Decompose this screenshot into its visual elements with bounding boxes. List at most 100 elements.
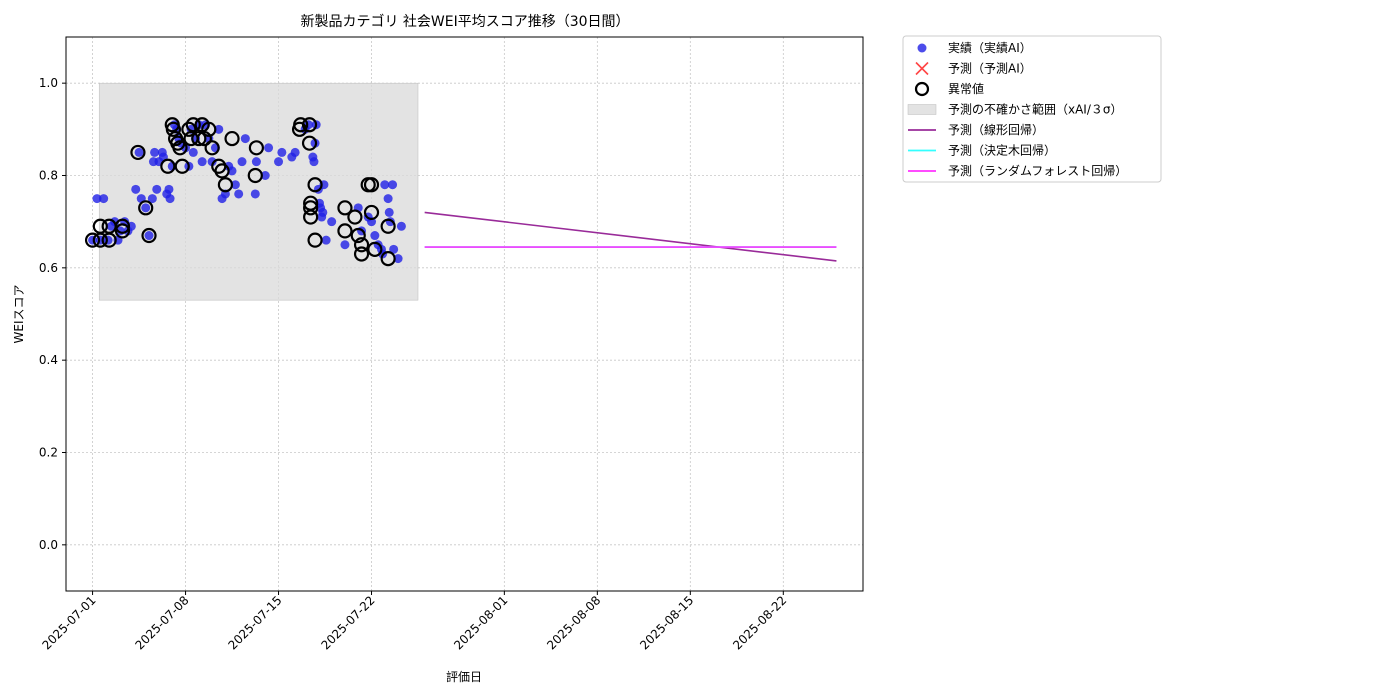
chart-title: 新製品カテゴリ 社会WEI平均スコア推移（30日間） <box>300 13 629 30</box>
anomaly-point <box>248 140 264 156</box>
anomaly-point <box>303 200 319 216</box>
anomaly-point <box>367 241 383 257</box>
anomaly-point <box>214 163 230 179</box>
anomaly-point <box>204 140 220 156</box>
anomaly-point <box>217 177 233 193</box>
actual-point <box>131 184 141 194</box>
actual-point <box>318 207 328 217</box>
legend-label-anomaly: 異常値 <box>948 81 984 96</box>
actual-point <box>388 180 398 190</box>
x-tick-label: 2025-07-15 <box>225 593 284 652</box>
legend-box <box>902 35 1162 183</box>
actual-point <box>370 231 380 241</box>
actual-point <box>165 194 175 204</box>
actual-point <box>251 157 261 167</box>
actual-point <box>309 157 319 167</box>
anomaly-point <box>92 218 108 234</box>
anomaly-point <box>307 177 323 193</box>
actual-point <box>264 143 274 153</box>
actual-point <box>134 147 144 157</box>
anomaly-point <box>380 251 396 267</box>
actual-point <box>92 194 102 204</box>
actual-point <box>384 207 394 217</box>
y-tick-label: 0.0 <box>39 538 58 552</box>
anomaly-point <box>196 130 212 147</box>
actual-point <box>240 134 250 144</box>
anomaly-point <box>363 177 380 193</box>
actual-point <box>250 189 260 199</box>
anomaly-point <box>347 209 363 225</box>
actual-point <box>214 124 224 134</box>
y-tick-label: 0.6 <box>39 261 58 275</box>
anomaly-point <box>185 117 201 133</box>
anomaly-point <box>174 158 190 174</box>
anomaly-point <box>191 130 207 147</box>
legend-label-actual: 実績（実績AI） <box>948 40 1032 55</box>
anomaly-point <box>303 209 319 225</box>
actual-point <box>150 147 160 157</box>
anomaly-point <box>247 167 263 184</box>
legend-label-tree: 予測（決定木回帰） <box>948 143 1056 158</box>
anomaly-point <box>363 204 380 221</box>
plot-area <box>84 82 837 301</box>
legend-marker-actual <box>917 43 927 53</box>
legend-marker-anomaly <box>914 81 930 97</box>
anomaly-point <box>301 117 318 133</box>
actual-point <box>290 147 300 157</box>
actual-point <box>207 157 217 167</box>
x-tick-label: 2025-08-01 <box>451 593 510 652</box>
actual-point <box>277 147 287 157</box>
anomaly-point <box>307 232 323 248</box>
anomaly-point <box>301 135 318 151</box>
anomaly-point <box>84 232 101 248</box>
anomaly-point <box>380 218 396 234</box>
actual-point <box>260 171 270 180</box>
y-tick-label: 0.4 <box>39 353 58 367</box>
plot-frame <box>65 36 864 592</box>
actual-point <box>141 203 151 213</box>
actual-point <box>389 244 399 254</box>
legend-cross-stroke <box>915 61 929 76</box>
anomaly-point <box>172 140 188 156</box>
actual-point <box>340 240 350 250</box>
x-axis-title: 評価日 <box>446 669 482 684</box>
x-tick-label: 2025-08-22 <box>730 593 789 652</box>
anomaly-point <box>141 227 157 244</box>
actual-point <box>321 235 331 245</box>
x-tick-label: 2025-08-08 <box>544 593 603 652</box>
legend-marker-band <box>907 104 937 115</box>
actual-point <box>327 217 337 227</box>
x-tick-label: 2025-07-01 <box>39 593 98 652</box>
actual-point <box>380 180 390 190</box>
actual-point <box>393 254 403 264</box>
actual-point <box>227 166 237 176</box>
anomaly-point <box>138 200 154 216</box>
actual-point <box>274 157 284 167</box>
legend-label-band: 予測の不確かさ範囲（xAI/３σ） <box>948 102 1123 117</box>
anomaly-point <box>165 121 181 137</box>
actual-point <box>147 194 157 204</box>
anomaly-point <box>114 223 131 239</box>
actual-point <box>383 194 393 204</box>
y-tick-label: 0.8 <box>39 169 58 183</box>
actual-point <box>237 157 247 167</box>
anomaly-point <box>337 223 353 239</box>
y-tick-label: 1.0 <box>39 76 58 90</box>
anomaly-point <box>201 121 217 137</box>
anomaly-point <box>337 200 353 216</box>
actual-point <box>152 184 162 194</box>
anomaly-point <box>114 218 131 234</box>
actual-point <box>99 194 109 204</box>
prediction-line-linear <box>424 211 837 262</box>
anomaly-point <box>130 144 146 161</box>
actual-point <box>234 189 244 199</box>
anomaly-point <box>160 158 176 174</box>
actual-point <box>396 221 406 231</box>
actual-point <box>230 180 240 190</box>
legend-marker-predicted <box>915 61 929 76</box>
actual-point <box>197 157 207 167</box>
anomaly-point <box>350 227 366 244</box>
actual-point <box>188 147 198 157</box>
